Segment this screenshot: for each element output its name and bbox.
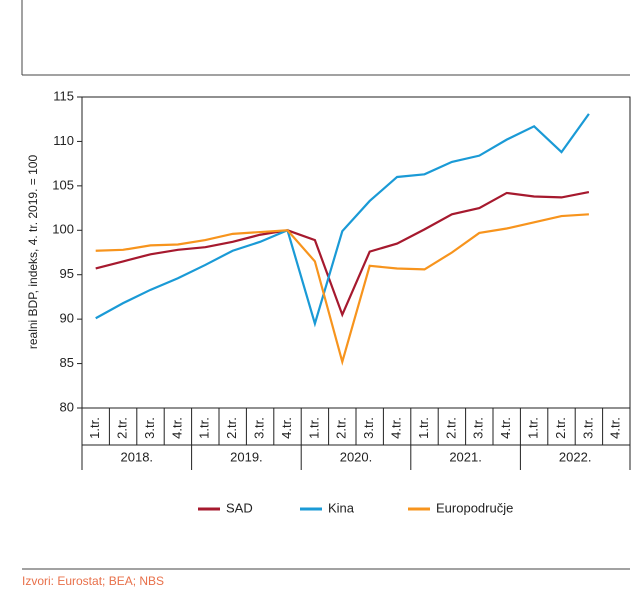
- x-tick-label: 4.tr.: [498, 417, 513, 439]
- x-tick-label: 4.tr.: [608, 417, 623, 439]
- x-tick-label: 1.tr.: [526, 417, 541, 439]
- x-tick-label: 3.tr.: [142, 417, 157, 439]
- series-line: [95, 190, 590, 318]
- group-label: 2019.: [230, 449, 263, 464]
- y-tick-label: 90: [60, 311, 74, 326]
- x-tick-label: 1.tr.: [197, 417, 212, 439]
- y-tick-label: 115: [53, 88, 74, 103]
- legend-label: SAD: [226, 500, 253, 515]
- legend-label: Kina: [328, 500, 355, 515]
- y-tick-label: 80: [60, 399, 74, 414]
- group-label: 2022.: [559, 449, 592, 464]
- x-tick-label: 1.tr.: [416, 417, 431, 439]
- group-label: 2021.: [449, 449, 482, 464]
- series-line: [95, 113, 590, 328]
- y-tick-label: 110: [53, 133, 74, 148]
- x-tick-label: 1.tr.: [306, 417, 321, 439]
- group-label: 2020.: [340, 449, 373, 464]
- x-tick-label: 2.tr.: [224, 417, 239, 439]
- x-tick-label: 2.tr.: [443, 417, 458, 439]
- y-tick-label: 100: [52, 222, 74, 237]
- group-label: 2018.: [121, 449, 154, 464]
- x-tick-label: 3.tr.: [580, 417, 595, 439]
- x-tick-label: 2.tr.: [334, 417, 349, 439]
- x-tick-label: 4.tr.: [169, 417, 184, 439]
- y-tick-label: 85: [60, 355, 74, 370]
- x-tick-label: 4.tr.: [279, 417, 294, 439]
- y-tick-label: 95: [60, 266, 74, 281]
- x-tick-label: 3.tr.: [471, 417, 486, 439]
- source: Izvori: Eurostat; BEA; NBS: [22, 574, 164, 588]
- x-tick-label: 1.tr.: [87, 417, 102, 439]
- x-tick-label: 3.tr.: [361, 417, 376, 439]
- x-tick-label: 2.tr.: [115, 417, 130, 439]
- y-tick-label: 105: [52, 177, 74, 192]
- x-tick-label: 3.tr.: [252, 417, 267, 439]
- y-axis-label: realni BDP, indeks, 4. tr. 2019. = 100: [26, 155, 40, 350]
- x-tick-label: 2.tr.: [553, 417, 568, 439]
- series-line: [95, 213, 589, 366]
- x-tick-label: 4.tr.: [389, 417, 404, 439]
- legend-label: Europodručje: [436, 500, 513, 515]
